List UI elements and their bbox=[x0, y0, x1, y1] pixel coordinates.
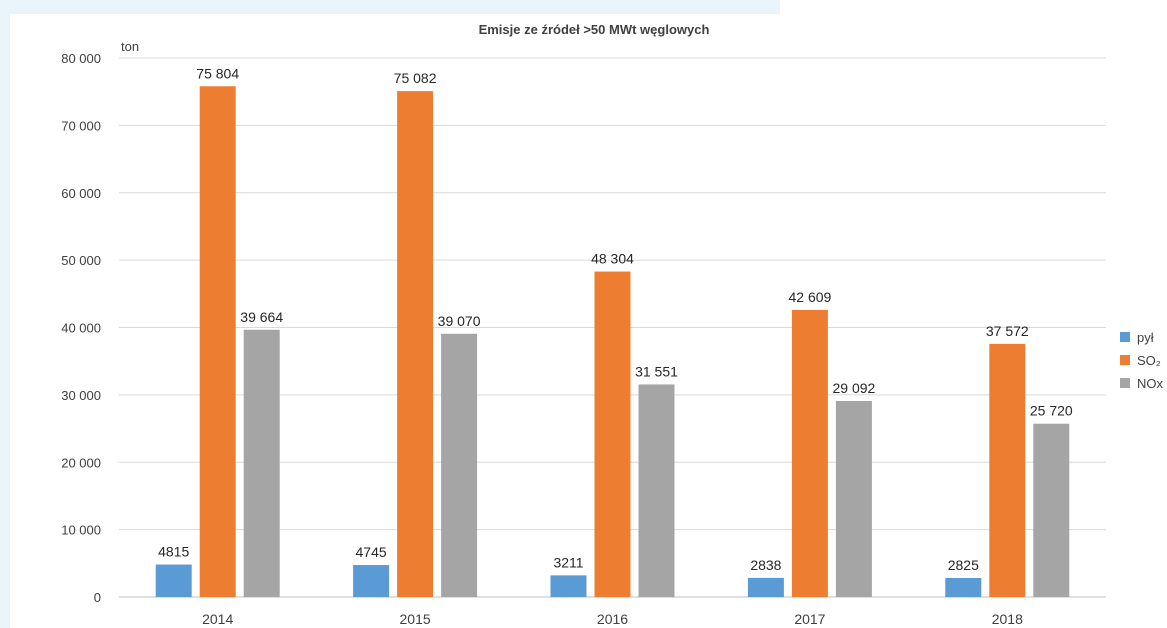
x-tick-label: 2017 bbox=[794, 611, 825, 627]
bar bbox=[441, 333, 478, 597]
x-tick-label: 2015 bbox=[400, 611, 431, 627]
data-labels: 4815 75 804 39 664 4745 75 082 39 070 3211 48 3… bbox=[158, 65, 1073, 573]
y-tick-label: 30 000 bbox=[61, 388, 101, 403]
bar bbox=[1033, 423, 1070, 597]
y-tick-label: 70 000 bbox=[61, 118, 101, 133]
legend-swatch bbox=[1120, 378, 1130, 388]
y-tick-label: 80 000 bbox=[61, 51, 101, 66]
data-label: 25 720 bbox=[1030, 403, 1073, 419]
bar bbox=[243, 329, 280, 597]
legend-label: pył bbox=[1137, 330, 1154, 345]
y-tick-label: 0 bbox=[94, 590, 101, 605]
x-tick-label: 2016 bbox=[597, 611, 628, 627]
y-tick-label: 60 000 bbox=[61, 186, 101, 201]
data-label: 4815 bbox=[158, 544, 189, 560]
bar bbox=[155, 564, 192, 597]
legend: pył SO₂ NOx bbox=[1120, 330, 1164, 391]
bar bbox=[638, 384, 675, 597]
data-label: 39 664 bbox=[240, 309, 283, 325]
legend-label: SO₂ bbox=[1137, 353, 1161, 368]
bar bbox=[945, 577, 982, 597]
data-label: 3211 bbox=[553, 554, 583, 570]
chart-title: Emisje ze źródeł >50 MWt węglowych bbox=[479, 22, 710, 37]
y-axis-ticks: 0 10 000 20 000 30 000 40 000 50 000 60 000 70 … bbox=[61, 51, 101, 605]
unit-label: ton bbox=[121, 39, 139, 54]
data-label: 48 304 bbox=[591, 251, 634, 267]
y-tick-label: 20 000 bbox=[61, 455, 101, 470]
legend-swatch bbox=[1120, 332, 1130, 342]
legend-swatch bbox=[1120, 355, 1130, 365]
data-label: 29 092 bbox=[832, 380, 875, 396]
x-tick-label: 2014 bbox=[202, 611, 233, 627]
y-tick-label: 10 000 bbox=[61, 523, 101, 538]
left-background-band bbox=[0, 0, 10, 628]
bar bbox=[199, 86, 236, 597]
bar bbox=[747, 577, 784, 597]
data-label: 4745 bbox=[356, 544, 387, 560]
bar bbox=[550, 575, 587, 597]
bar bbox=[594, 271, 631, 597]
x-axis-ticks: 2014 2015 2016 2017 2018 bbox=[202, 611, 1023, 627]
x-tick-label: 2018 bbox=[992, 611, 1023, 627]
data-label: 42 609 bbox=[788, 289, 831, 305]
bar bbox=[835, 400, 872, 597]
bar bbox=[989, 343, 1026, 597]
data-label: 75 082 bbox=[394, 70, 437, 86]
data-label: 75 804 bbox=[196, 65, 239, 81]
data-label: 2825 bbox=[948, 557, 979, 573]
bar bbox=[397, 91, 434, 598]
data-label: 31 551 bbox=[635, 363, 678, 379]
y-tick-label: 40 000 bbox=[61, 321, 101, 336]
y-tick-label: 50 000 bbox=[61, 253, 101, 268]
top-background-band bbox=[0, 0, 780, 14]
bar bbox=[791, 309, 828, 597]
legend-label: NOx bbox=[1137, 376, 1164, 391]
data-label: 2838 bbox=[750, 557, 781, 573]
bar bbox=[353, 565, 390, 597]
data-label: 37 572 bbox=[986, 323, 1029, 339]
data-label: 39 070 bbox=[438, 313, 481, 329]
bars bbox=[155, 86, 1070, 598]
